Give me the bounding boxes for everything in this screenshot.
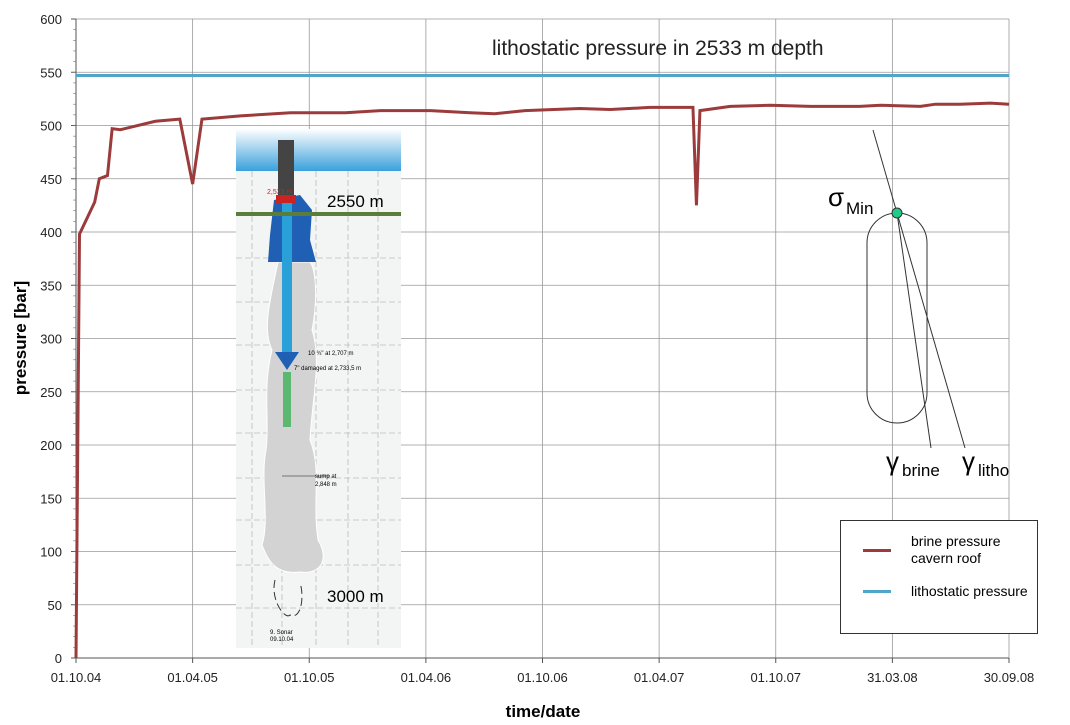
y-tick-label: 350 — [40, 278, 62, 293]
inset-sky — [236, 129, 401, 171]
inset-label: 2550 m — [327, 192, 384, 211]
inset-pipe — [278, 140, 294, 196]
y-tick-label: 200 — [40, 438, 62, 453]
x-tick-label: 01.10.04 — [51, 670, 102, 685]
y-tick-label: 250 — [40, 385, 62, 400]
x-tick-label: 01.04.07 — [634, 670, 685, 685]
legend-swatch — [863, 590, 891, 593]
x-tick-label: 30.09.08 — [984, 670, 1035, 685]
annotation: lithostatic pressure in 2533 m depth — [492, 37, 824, 60]
x-axis-label: time/date — [506, 702, 581, 721]
gamma-brine-sub: brine — [902, 461, 940, 480]
sigma: σ — [828, 182, 844, 212]
legend-item: lithostatic pressure — [863, 583, 1031, 600]
diagram-litho-line — [872, 129, 966, 449]
y-tick-label: 500 — [40, 119, 62, 134]
x-tick-label: 01.10.07 — [750, 670, 801, 685]
inset-label: 3000 m — [327, 587, 384, 606]
inset-label: 2,533 m — [267, 189, 292, 196]
gamma-brine: γ — [886, 446, 899, 476]
y-tick-label: 50 — [48, 598, 62, 613]
inset-arrow — [275, 352, 299, 370]
gamma-litho-sub: litho — [978, 461, 1009, 480]
inset-cavern-outline — [273, 579, 303, 617]
y-tick-label: 150 — [40, 491, 62, 506]
x-tick-label: 01.10.05 — [284, 670, 335, 685]
inset-label: 2,848 m — [315, 482, 337, 488]
legend-item: brine pressure cavern roof — [863, 533, 1031, 567]
x-tick-label: 01.04.05 — [167, 670, 218, 685]
y-tick-label: 300 — [40, 332, 62, 347]
x-tick-label: 01.04.06 — [401, 670, 452, 685]
legend-label: brine pressure cavern roof — [911, 533, 1001, 566]
sigma-sub: Min — [846, 199, 873, 218]
y-tick-label: 100 — [40, 545, 62, 560]
legend-swatch — [863, 548, 891, 552]
y-tick-label: 600 — [40, 12, 62, 27]
x-tick-label: 01.10.06 — [517, 670, 568, 685]
legend-label: lithostatic pressure — [911, 583, 1028, 599]
inset-green-tube — [283, 372, 291, 427]
inset-label: 10 ¾" at 2,707 m — [308, 351, 354, 357]
y-tick-label: 550 — [40, 65, 62, 80]
inset-casing — [276, 195, 296, 203]
y-tick-label: 400 — [40, 225, 62, 240]
inset-tubing — [282, 203, 292, 353]
y-tick-label: 0 — [55, 651, 62, 666]
inset-label: 7" damaged at 2,733,5 m — [294, 366, 361, 372]
inset-label: sump at — [315, 474, 337, 480]
diagram-point — [891, 207, 903, 219]
x-tick-label: 31.03.08 — [867, 670, 918, 685]
y-tick-label: 450 — [40, 172, 62, 187]
inset-cavern — [261, 261, 324, 573]
inset-image: 2550 m 3000 m 2,533 m 10 ¾" at 2,707 m 7… — [236, 129, 401, 648]
stress-diagram: σ Min γ brine γ litho — [828, 129, 1009, 480]
diagram-brine-line — [896, 212, 932, 449]
inset-label: 09.10.04 — [270, 637, 294, 643]
gamma-litho: γ — [962, 446, 975, 476]
y-axis-label: pressure [bar] — [11, 281, 30, 395]
inset-label: 9. Sonar — [270, 630, 293, 636]
data-line — [74, 101, 1010, 659]
legend: brine pressure cavern roof lithostatic pr… — [840, 520, 1038, 634]
